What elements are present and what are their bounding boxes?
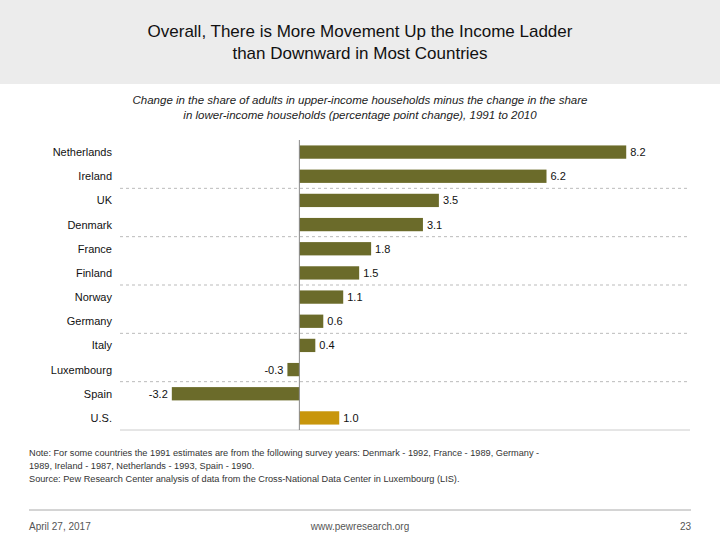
bars: [172, 145, 626, 424]
category-label: Germany: [67, 315, 113, 327]
data-label: 0.6: [327, 315, 342, 327]
footer-text: www.pewresearch.org: [310, 521, 409, 532]
category-label: Norway: [75, 291, 113, 303]
background: [0, 0, 720, 540]
bar: [299, 290, 343, 303]
data-label: 8.2: [630, 146, 645, 158]
title-band: [0, 0, 720, 84]
text-line: Change in the share of adults in upper-i…: [133, 94, 588, 106]
separator: [120, 188, 690, 189]
bar: [287, 363, 299, 376]
bar: [299, 266, 359, 279]
data-label: 1.0: [343, 412, 358, 424]
category-label: Spain: [84, 388, 112, 400]
footer-text: 23: [680, 521, 692, 532]
bar: [299, 411, 339, 424]
data-label: -3.2: [149, 388, 168, 400]
bar: [299, 339, 315, 352]
separator: [120, 333, 690, 334]
bar: [299, 218, 423, 231]
text-line: Overall, There is More Movement Up the I…: [148, 22, 573, 41]
category-label: UK: [97, 194, 113, 206]
bar: [299, 170, 546, 183]
text-line: than Downward in Most Countries: [232, 44, 487, 63]
data-label: 1.5: [363, 267, 378, 279]
data-label: 1.8: [375, 243, 390, 255]
separator: [120, 236, 690, 237]
category-label: Netherlands: [53, 146, 113, 158]
separator: [120, 285, 690, 286]
category-label: Finland: [76, 267, 112, 279]
category-label: U.S.: [91, 412, 112, 424]
title: Overall, There is More Movement Up the I…: [148, 22, 573, 63]
bar: [299, 194, 439, 207]
text-line: 1989, Ireland - 1987, Netherlands - 1993…: [29, 461, 254, 471]
bar: [299, 315, 323, 328]
data-label: 0.4: [319, 339, 334, 351]
x-axis-line: [120, 430, 690, 431]
footer-rule: [29, 510, 691, 511]
data-label: 1.1: [347, 291, 362, 303]
bar: [299, 145, 626, 158]
category-label: France: [78, 243, 112, 255]
bar: [299, 242, 371, 255]
data-label: 3.5: [443, 194, 458, 206]
text-line: Source: Pew Research Center analysis of …: [29, 474, 459, 484]
subtitle: Change in the share of adults in upper-i…: [133, 94, 588, 121]
category-label: Italy: [92, 339, 113, 351]
data-label: -0.3: [264, 364, 283, 376]
data-label: 3.1: [427, 219, 442, 231]
category-label: Denmark: [67, 219, 112, 231]
data-label: 6.2: [551, 170, 566, 182]
text-line: Note: For some countries the 1991 estima…: [29, 448, 539, 458]
category-label: Luxembourg: [51, 364, 112, 376]
chart: Overall, There is More Movement Up the I…: [0, 0, 720, 540]
bar: [172, 387, 300, 400]
separator: [120, 381, 690, 382]
footer-text: April 27, 2017: [29, 521, 91, 532]
zero-line: [299, 140, 300, 430]
note: Note: For some countries the 1991 estima…: [29, 448, 539, 484]
category-label: Ireland: [78, 170, 112, 182]
text-line: in lower-income households (percentage p…: [183, 109, 537, 121]
